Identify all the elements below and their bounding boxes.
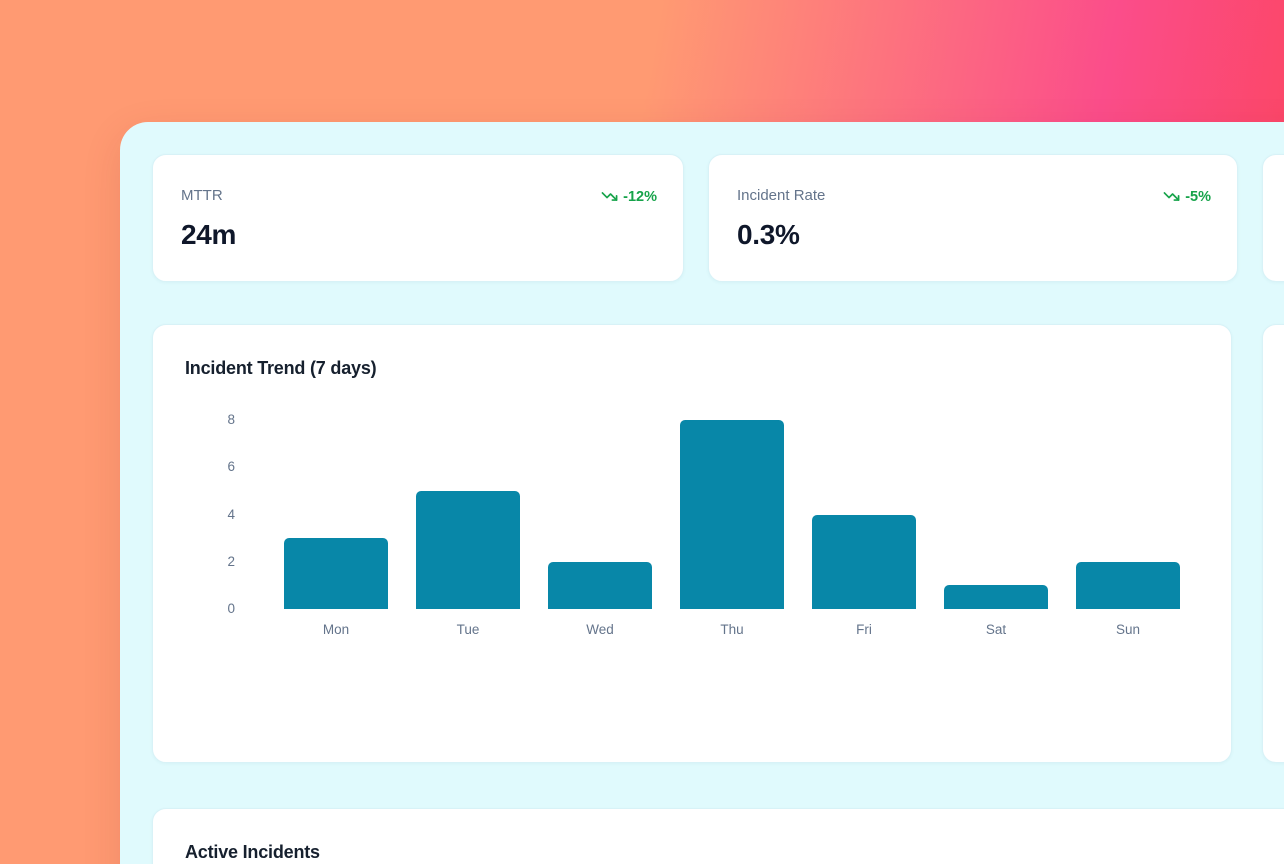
chart-bar-fri[interactable]: [812, 514, 916, 609]
x-tick-label: Sat: [985, 622, 1007, 637]
chart-title: Incident Trend (7 days): [185, 358, 377, 378]
trend-value: -5%: [1185, 188, 1211, 205]
stat-card-content: MTTR 24m -12%: [153, 155, 683, 281]
bar-slot: [666, 420, 798, 609]
side-card-partial: [1262, 324, 1284, 763]
x-tick-label: Mon: [322, 622, 350, 637]
trend-badge: -5%: [1163, 188, 1211, 205]
active-incidents-card: Active Incidents: [152, 808, 1284, 864]
stat-label: MTTR: [181, 187, 223, 204]
dashboard-panel: MTTR 24m -12% Incident Rate 0.3%: [120, 122, 1284, 864]
chart-bar-wed[interactable]: [548, 561, 652, 609]
x-tick-label: Sun: [1115, 622, 1141, 637]
trend-value: -12%: [623, 188, 657, 205]
y-tick-label: 2: [227, 553, 235, 569]
stat-label: Incident Rate: [737, 187, 826, 204]
chart-bar-thu[interactable]: [680, 420, 784, 609]
x-tick-label: Tue: [456, 622, 480, 637]
chart-bar-sat[interactable]: [944, 585, 1048, 609]
bar-slot: [534, 420, 666, 609]
bar-chart: 8 6 4 2 0 Mon Tue Wed Thu Fri Sat Sun: [185, 412, 1201, 660]
bar-slot: [1062, 420, 1194, 609]
stat-card-mttr: MTTR 24m -12%: [152, 154, 684, 282]
chart-bar-sun[interactable]: [1076, 561, 1180, 609]
stat-value: 24m: [181, 219, 237, 250]
x-tick-label: Thu: [720, 622, 744, 637]
chart-bar-tue[interactable]: [416, 490, 520, 609]
incidents-title: Active Incidents: [185, 842, 320, 862]
stat-card-content: Incident Rate 0.3% -5%: [709, 155, 1237, 281]
bar-slot: [270, 420, 402, 609]
trending-down-icon: [1163, 192, 1180, 201]
y-tick-label: 8: [227, 412, 235, 427]
stat-value: 0.3%: [737, 219, 800, 250]
chart-y-labels: 8 6 4 2 0: [185, 412, 235, 616]
chart-x-labels: Mon Tue Wed Thu Fri Sat Sun: [270, 621, 1194, 638]
x-tick-label: Fri: [856, 622, 872, 637]
bar-slot: [402, 420, 534, 609]
trending-down-icon: [601, 192, 618, 201]
x-tick-label: Wed: [586, 622, 614, 637]
stat-text-block: Incident Rate 0.3%: [737, 186, 825, 252]
trend-badge: -12%: [601, 188, 657, 205]
bar-slot: [930, 420, 1062, 609]
y-tick-label: 0: [227, 601, 235, 616]
chart-bar-mon[interactable]: [284, 538, 388, 609]
y-tick-label: 6: [227, 459, 235, 475]
stat-text-block: MTTR 24m: [181, 186, 236, 252]
chart-bars: [270, 420, 1194, 609]
bar-slot: [798, 420, 930, 609]
stat-card-incident-rate: Incident Rate 0.3% -5%: [708, 154, 1238, 282]
y-tick-label: 4: [227, 506, 235, 522]
stat-card-partial: [1262, 154, 1284, 282]
incident-trend-chart-card: Incident Trend (7 days) 8 6 4 2 0 Mon Tue Wed T…: [152, 324, 1232, 763]
